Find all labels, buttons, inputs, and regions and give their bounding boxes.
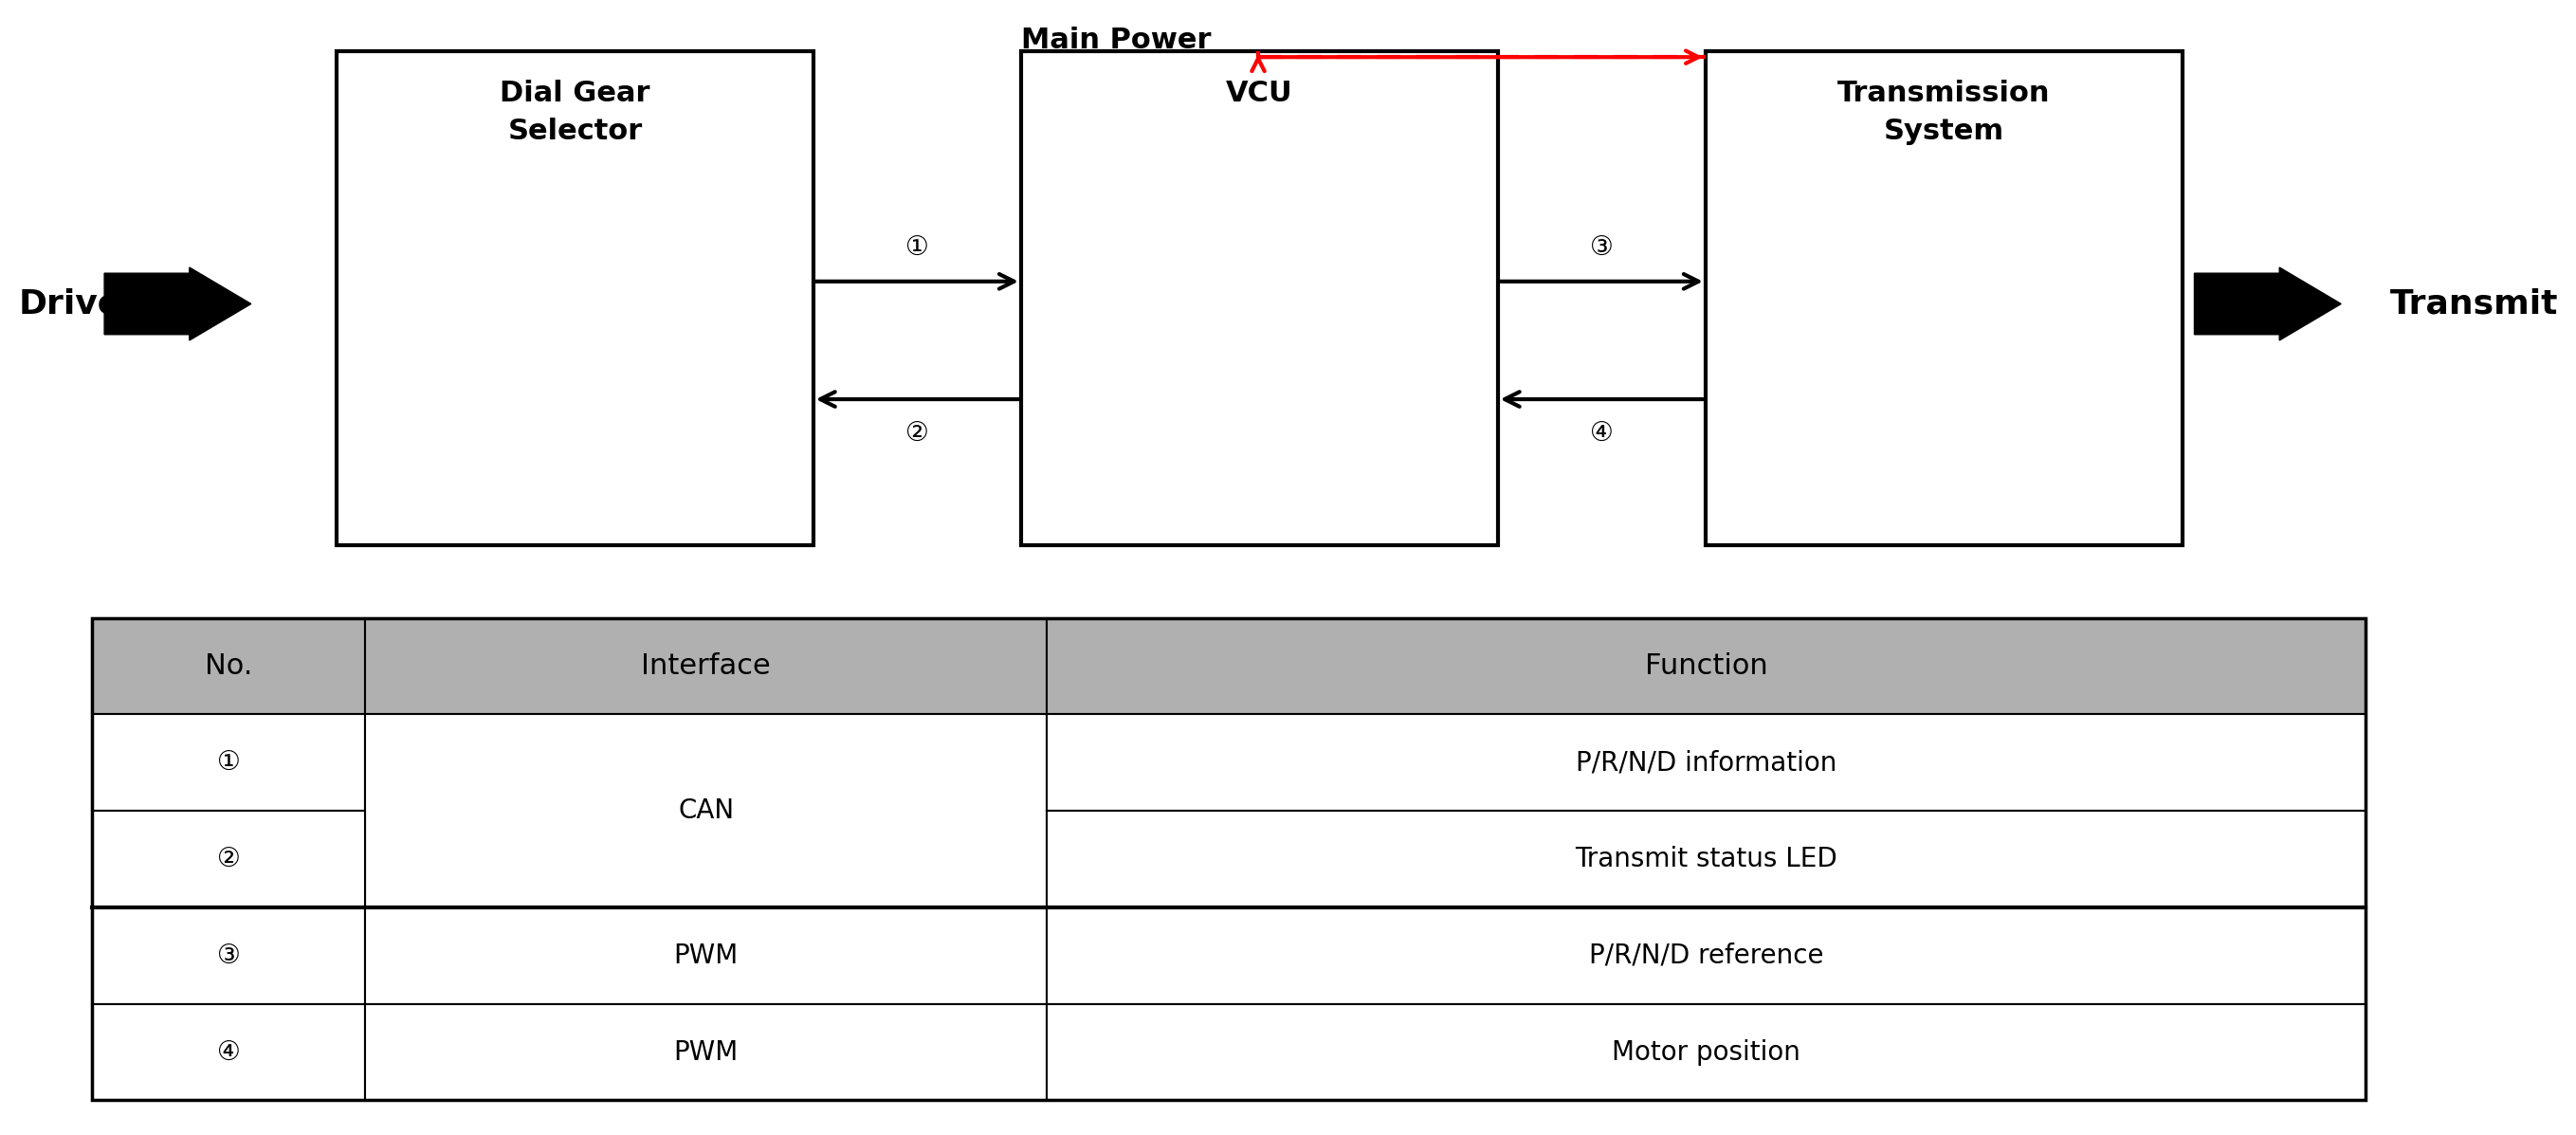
Bar	[366, 714, 1046, 907]
Text: ④: ④	[1589, 420, 1613, 446]
Text: ②: ②	[216, 846, 240, 873]
Bar	[1020, 51, 1497, 545]
Bar	[93, 617, 2365, 1100]
Bar	[1705, 51, 2182, 545]
Text: Main Power: Main Power	[1020, 26, 1211, 54]
Text: No.: No.	[204, 653, 252, 680]
Bar	[93, 714, 366, 810]
Text: ①: ①	[216, 749, 240, 776]
Text: Transmit status LED: Transmit status LED	[1574, 846, 1837, 873]
Text: P/R/N/D information: P/R/N/D information	[1577, 749, 1837, 776]
Polygon shape	[2195, 268, 2342, 340]
Text: Driver: Driver	[18, 288, 139, 320]
Bar	[366, 617, 1046, 714]
Text: Motor position: Motor position	[1613, 1039, 1801, 1066]
Polygon shape	[106, 268, 250, 340]
Text: ②: ②	[904, 420, 930, 446]
Text: VCU: VCU	[1226, 79, 1293, 107]
Text: Interface: Interface	[641, 653, 770, 680]
Text: ③: ③	[1589, 235, 1613, 261]
Text: Transmit: Transmit	[2391, 288, 2558, 320]
Text: PWM: PWM	[672, 942, 739, 969]
Bar	[1046, 1003, 2365, 1100]
Text: ④: ④	[216, 1039, 240, 1066]
Text: P/R/N/D reference: P/R/N/D reference	[1589, 942, 1824, 969]
Text: CAN: CAN	[677, 798, 734, 824]
Bar	[366, 1003, 1046, 1100]
Text: PWM: PWM	[672, 1039, 739, 1066]
Bar	[93, 810, 366, 907]
Bar	[93, 1003, 366, 1100]
Text: ①: ①	[904, 235, 930, 261]
Bar	[93, 617, 366, 714]
Text: Dial Gear
Selector: Dial Gear Selector	[500, 79, 649, 145]
Bar	[93, 907, 366, 1003]
Text: Transmission
System: Transmission System	[1837, 79, 2050, 145]
Bar	[1046, 714, 2365, 810]
Bar	[1046, 617, 2365, 714]
Text: ③: ③	[216, 942, 240, 969]
Bar	[366, 907, 1046, 1003]
Bar	[1046, 907, 2365, 1003]
Bar	[1046, 810, 2365, 907]
Bar	[337, 51, 814, 545]
Text: Function: Function	[1643, 653, 1767, 680]
